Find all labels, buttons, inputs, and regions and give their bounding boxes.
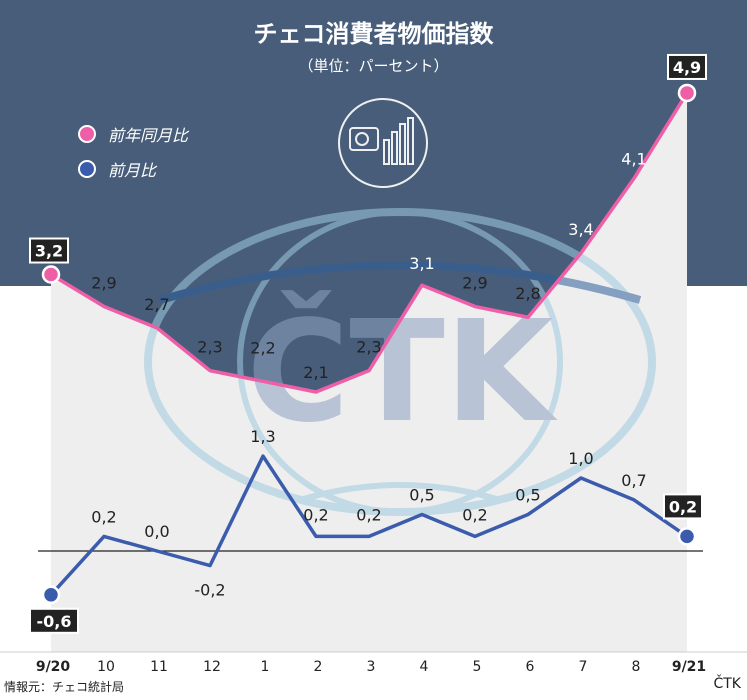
source-note: 情報元：チェコ統計局 (4, 680, 125, 694)
chart-title: チェコ消費者物価指数 (253, 20, 494, 48)
data-label: 4,1 (621, 149, 646, 168)
x-tick-label: 3 (367, 659, 376, 675)
data-label-box (29, 237, 69, 264)
data-label: 2,3 (356, 338, 381, 357)
data-label: 2,9 (91, 274, 116, 293)
x-tick-label: 10 (97, 659, 115, 675)
data-label-box (663, 493, 703, 520)
data-label: 0,2 (303, 505, 328, 524)
legend-label-yoy: 前年同月比 (108, 126, 189, 145)
data-label: 2,7 (144, 295, 169, 314)
brand-label: ČTK (713, 676, 741, 692)
legend-dot-icon (78, 125, 96, 143)
data-label: 2,8 (515, 284, 540, 303)
series-line-yoy (50, 92, 689, 394)
icon-bar (399, 123, 406, 165)
finance-chart-icon (338, 98, 428, 188)
data-label: 2,9 (462, 274, 487, 293)
data-point (41, 585, 61, 605)
x-tick-label: 9/21 (672, 659, 706, 675)
data-label: 1,0 (568, 449, 593, 468)
icon-bar (391, 131, 398, 165)
data-label: 2,2 (250, 338, 275, 357)
legend-label-mom: 前月比 (108, 161, 157, 180)
x-tick-label: 11 (150, 659, 168, 675)
data-label: -0,6 (37, 612, 72, 631)
x-tick-label: 2 (314, 659, 323, 675)
data-label: -0,2 (194, 581, 225, 600)
data-label: 0,0 (144, 522, 169, 541)
globe-latitude (158, 261, 642, 304)
data-label: 0,2 (91, 507, 116, 526)
data-label: 0,5 (515, 486, 540, 505)
icon-bar (407, 117, 414, 165)
icon-banknote (349, 127, 379, 151)
icon-coin (355, 132, 369, 146)
data-label: 0,5 (409, 486, 434, 505)
x-tick-label: 6 (526, 659, 535, 675)
data-point (677, 83, 697, 103)
legend-item-mom: 前月比 (78, 157, 156, 181)
data-label: 4,9 (673, 58, 701, 77)
legend-dot-icon (78, 160, 96, 178)
series-line-mom (49, 454, 688, 596)
x-tick-label: 8 (632, 659, 641, 675)
data-label: 0,7 (621, 471, 646, 490)
data-label: 3,2 (35, 242, 63, 261)
x-tick-label: 9/20 (36, 659, 71, 675)
data-label-box (29, 607, 79, 634)
icon-bar (383, 139, 390, 165)
globe-meridian (237, 209, 563, 515)
data-point (41, 265, 61, 284)
x-tick-label: 12 (203, 659, 221, 675)
data-label: 0,2 (356, 505, 381, 524)
data-label: 2,3 (197, 338, 222, 357)
chart-subtitle: （単位：パーセント） (298, 57, 449, 75)
data-label-box (667, 53, 707, 80)
x-tick-label: 1 (261, 659, 270, 675)
globe-latitude (299, 482, 501, 503)
data-label: 3,1 (409, 254, 434, 273)
data-label: 0,2 (669, 497, 697, 516)
data-label: 2,1 (303, 363, 328, 382)
x-tick-label: 7 (579, 659, 588, 675)
data-label: 0,2 (462, 505, 487, 524)
data-label: 3,4 (568, 220, 593, 239)
icon-circle (338, 98, 428, 188)
x-tick-label: 5 (473, 659, 482, 675)
data-point (677, 527, 697, 546)
legend-item-yoy: 前年同月比 (78, 122, 188, 146)
x-tick-label: 4 (420, 659, 429, 675)
data-label: 1,3 (250, 427, 275, 446)
